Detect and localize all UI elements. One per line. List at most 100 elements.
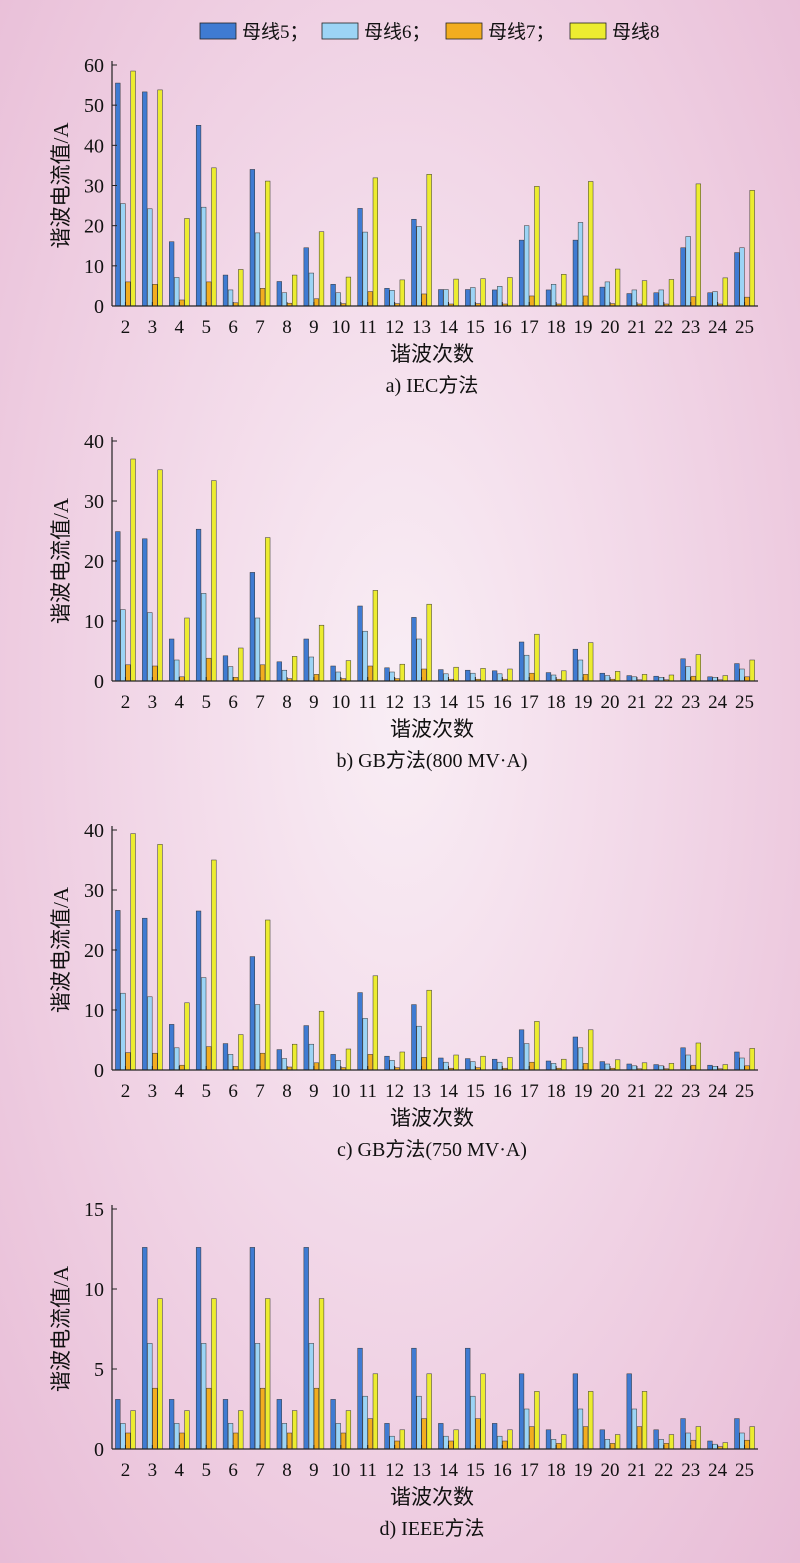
x-tick-label: 24 xyxy=(708,1081,728,1102)
x-tick-label: 15 xyxy=(466,317,485,338)
bar xyxy=(529,295,535,307)
bar xyxy=(465,1347,471,1450)
x-tick-label: 3 xyxy=(148,317,158,338)
bar xyxy=(690,675,696,682)
bar xyxy=(734,663,740,682)
bar xyxy=(384,1055,390,1071)
x-tick-label: 18 xyxy=(547,1460,566,1481)
bar xyxy=(259,288,266,307)
bar xyxy=(658,1065,664,1071)
bar xyxy=(292,656,298,682)
x-tick-label: 5 xyxy=(201,1081,211,1102)
bar xyxy=(577,659,584,682)
bar xyxy=(631,1408,637,1450)
bar xyxy=(680,1418,686,1450)
bar xyxy=(292,274,298,307)
bar xyxy=(308,656,314,682)
x-tick-label: 8 xyxy=(282,1081,292,1102)
x-tick-label: 17 xyxy=(520,692,539,713)
x-tick-label: 7 xyxy=(255,317,265,338)
bar xyxy=(707,1064,713,1071)
legend: 母线5； 母线6； 母线7； 母线8 xyxy=(199,21,660,43)
bar xyxy=(453,1429,459,1450)
bar xyxy=(416,226,422,307)
y-axis-title: 谐波电流值/A xyxy=(49,1265,73,1392)
bar xyxy=(507,668,513,682)
bar xyxy=(362,231,368,307)
bar xyxy=(169,1399,175,1450)
bar xyxy=(615,671,621,682)
bar xyxy=(641,674,648,682)
x-tick-label: 2 xyxy=(121,692,131,713)
x-tick-label: 4 xyxy=(175,692,185,713)
x-tick-label: 21 xyxy=(627,1081,646,1102)
bar xyxy=(115,531,121,682)
bar xyxy=(582,295,589,307)
bar xyxy=(367,291,373,307)
bar xyxy=(599,672,605,682)
bar xyxy=(470,287,476,307)
x-tick-label: 6 xyxy=(228,692,238,713)
bar xyxy=(438,669,444,682)
bar xyxy=(281,669,288,682)
bar xyxy=(749,659,755,682)
y-tick-label: 10 xyxy=(84,611,104,633)
x-tick-label: 22 xyxy=(654,1081,673,1102)
bar xyxy=(695,654,701,682)
bar xyxy=(179,299,185,307)
bar xyxy=(615,1434,621,1450)
bar xyxy=(534,1391,540,1450)
bar xyxy=(690,1064,696,1071)
bar xyxy=(238,647,244,682)
bar xyxy=(734,1051,740,1071)
x-tick-label: 13 xyxy=(412,1081,431,1102)
bar xyxy=(308,272,314,307)
bar xyxy=(453,666,459,682)
bar xyxy=(303,247,309,307)
bar xyxy=(318,231,325,307)
bars xyxy=(115,458,755,682)
x-tick-label: 9 xyxy=(309,317,319,338)
bar xyxy=(286,1432,293,1450)
bar xyxy=(367,665,373,682)
x-tick-label: 9 xyxy=(309,692,319,713)
bar xyxy=(303,638,309,682)
bars xyxy=(115,833,755,1071)
bar xyxy=(588,1391,594,1450)
x-tick-label: 13 xyxy=(412,1460,431,1481)
x-tick-label: 17 xyxy=(520,317,539,338)
bar xyxy=(722,1442,728,1450)
bar xyxy=(685,1054,691,1071)
bar xyxy=(254,232,261,307)
bar xyxy=(641,1391,648,1450)
bar xyxy=(125,1432,131,1450)
x-tick-label: 20 xyxy=(600,1460,619,1481)
bar xyxy=(492,1058,498,1071)
bar xyxy=(626,293,632,307)
bar xyxy=(631,289,637,307)
bar xyxy=(249,956,255,1071)
chart-caption: d) IEEE方法 xyxy=(380,1517,485,1540)
bar xyxy=(438,289,444,307)
bar xyxy=(545,289,552,307)
bar xyxy=(125,281,131,307)
bar xyxy=(120,203,126,307)
bar xyxy=(426,603,432,682)
bar xyxy=(426,1373,432,1450)
y-tick-label: 0 xyxy=(94,1060,104,1082)
bar xyxy=(330,284,336,307)
bar xyxy=(318,1298,325,1450)
bar xyxy=(174,659,180,682)
bar xyxy=(470,672,476,682)
bar xyxy=(367,1054,373,1071)
bar xyxy=(249,572,255,682)
bar xyxy=(195,910,202,1071)
bar xyxy=(345,1410,352,1450)
x-tick-label: 20 xyxy=(600,692,619,713)
bar xyxy=(399,1429,405,1450)
bar xyxy=(502,1440,508,1450)
bar xyxy=(545,1060,552,1071)
bar xyxy=(147,208,153,307)
x-tick-label: 19 xyxy=(574,317,593,338)
